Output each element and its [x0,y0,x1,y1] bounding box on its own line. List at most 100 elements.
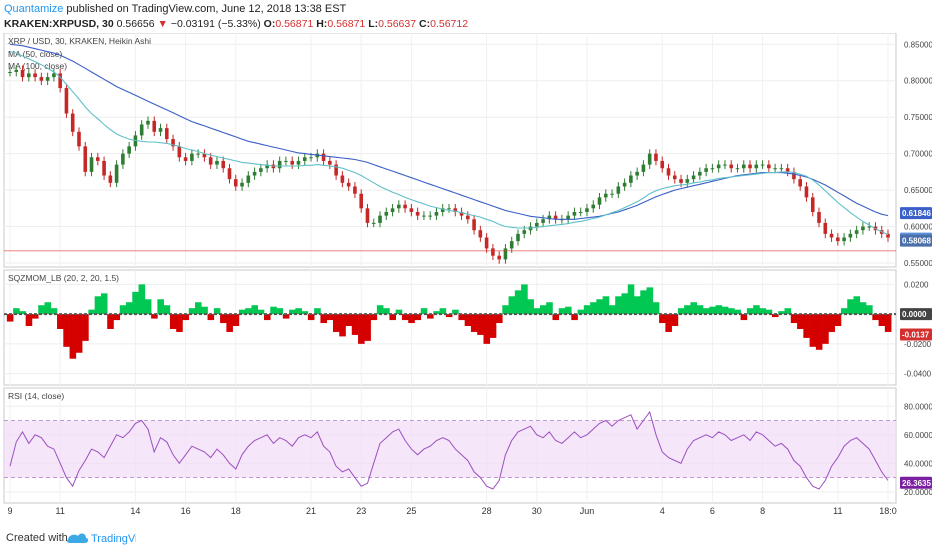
candle [854,230,859,234]
candle [748,164,752,169]
candle [804,186,809,198]
candle [164,128,169,140]
candle [848,233,853,238]
candle [810,197,815,212]
squeeze-bar [19,311,26,315]
candle [591,204,596,209]
candle [478,230,483,238]
candle [698,171,702,176]
x-axis-label: 25 [406,506,416,516]
created-with-text: Created with [6,532,68,544]
candle [296,160,301,165]
candle [704,168,708,172]
squeeze-bar [63,314,70,347]
x-axis-label: 23 [356,506,366,516]
candle [20,69,25,78]
squeeze-bar [740,314,748,321]
squeeze-bar [784,308,792,315]
candle [516,233,520,242]
candle [535,222,539,227]
squeeze-bar [295,308,302,315]
rsi-band [4,420,896,478]
price-ytick-label: 0.70000 [904,150,932,159]
candle [196,153,200,155]
squeeze-bar [182,314,190,321]
squeeze-bar [615,296,622,315]
squeeze-bar [69,314,77,359]
candle [114,164,119,183]
candle [309,157,313,159]
price-legend-entry: MA (100, close) [8,61,67,71]
x-axis-label: 28 [482,506,492,516]
candle [817,211,821,223]
candle [428,215,432,217]
squeeze-bar [640,290,647,315]
candle [566,215,570,220]
x-axis-label: 14 [130,506,140,516]
candle [779,168,784,170]
high-value: 0.56871 [327,18,366,30]
candle [102,160,106,176]
squeeze-bar [715,305,723,315]
squeeze-bar [646,287,654,315]
squeeze-bar [765,309,773,315]
ma100-line [9,43,889,220]
author-link[interactable]: Quantamize [4,3,64,15]
candle [472,219,476,231]
squeeze-bar [608,305,616,315]
candle [183,157,188,161]
x-axis-label: 18 [231,506,241,516]
candle [616,186,621,194]
rsi-ytick-label: 40.0000 [904,459,932,468]
candle [585,208,589,212]
squeeze-bar [176,314,183,332]
squeeze-bar [521,284,528,315]
candle [70,113,75,132]
price-legend-entry: MA (50, close) [8,49,62,59]
squeeze-bar [452,309,459,315]
candle [635,171,639,176]
squeeze-bar [514,290,522,315]
candle [792,171,796,180]
squeeze-bar [107,314,114,329]
sqz-ytick-label: -0.0400 [904,370,932,379]
squeeze-bar [634,296,641,315]
chart-header: Quantamize published on TradingView.com,… [0,0,932,32]
x-axis-label: 11 [833,506,842,516]
candle [453,208,458,212]
squeeze-bar [201,306,208,315]
candle [121,153,125,165]
squeeze-bar [126,302,133,315]
squeeze-bar [753,305,760,315]
candle [440,208,445,212]
candle [384,211,389,216]
candle [277,160,282,169]
candle [415,211,420,216]
candle [603,193,608,198]
tradingview-logo[interactable]: TradingView [66,528,152,551]
squeeze-bar [44,302,52,315]
candle [679,179,683,183]
candle [284,160,288,162]
squeeze-bar [188,308,196,315]
price-badge: 0.58068 [902,237,931,246]
squeeze-bar [571,314,578,321]
squeeze-bar [383,308,390,315]
candle [252,171,257,176]
squeeze-bar [734,309,741,315]
squeeze-zero-badge: 0.0000 [902,310,927,319]
candle [359,193,363,209]
candle [177,146,182,158]
close-value: 0.56712 [430,18,469,30]
candle [754,164,759,169]
chart-canvas[interactable]: 0.85000 0.80000 0.75000 0.70000 0.65000 0.600… [0,33,932,523]
candle [691,175,696,180]
squeeze-bar [803,314,810,338]
price-ytick-label: 0.65000 [904,186,932,195]
rsi-badge-bg [900,476,932,489]
sqz-title: SQZMOM_LB (20, 2, 20, 1.5) [8,273,119,283]
squeeze-bar [483,314,491,344]
candle [610,193,614,195]
candle [741,164,746,169]
squeeze-bar [527,299,534,315]
